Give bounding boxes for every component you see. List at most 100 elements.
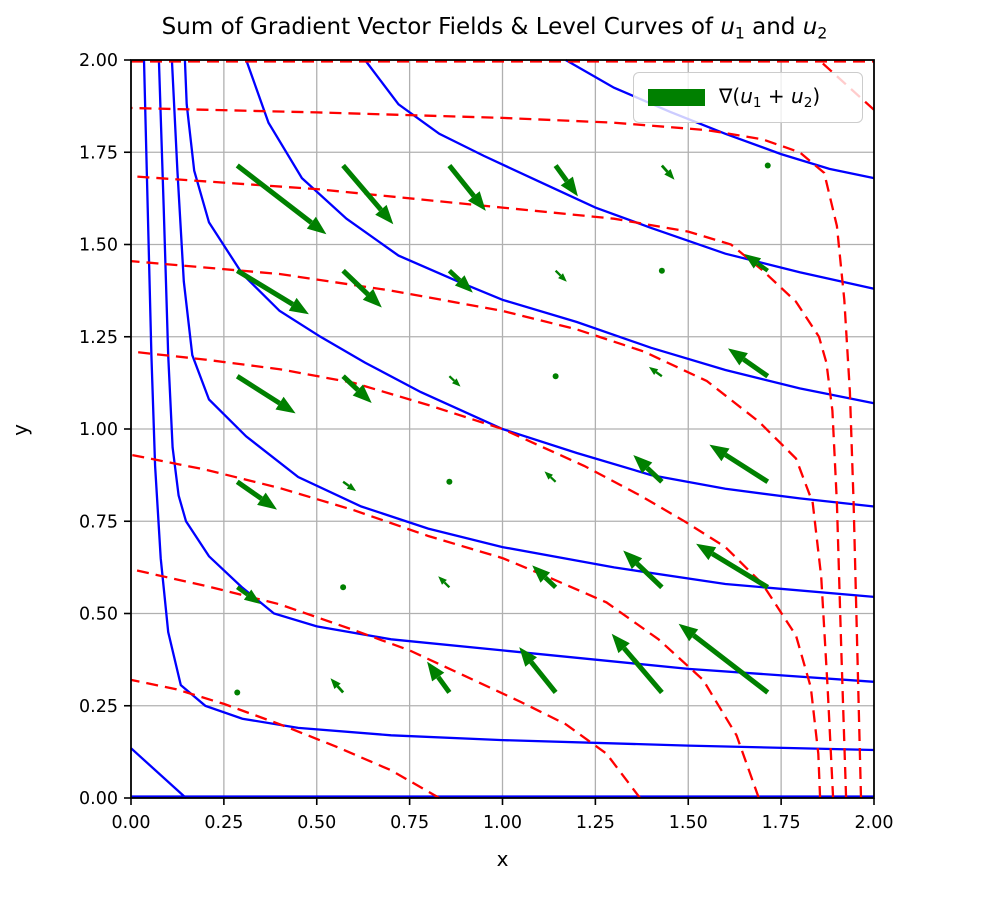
quiver-arrow-head (623, 550, 643, 570)
quiver-arrow-head (330, 678, 341, 689)
text-segment: 1 (734, 23, 745, 43)
quiver-arrow-head (452, 378, 461, 387)
legend-label: ∇(u1 + u2) (719, 84, 820, 111)
quiver-arrow-shaft (342, 480, 350, 487)
quiver-arrow-shaft (235, 268, 294, 307)
x-tick-label: 1.75 (762, 813, 801, 833)
quiver-arrow-shaft (448, 375, 456, 382)
contour-u2 (130, 106, 863, 799)
quiver-arrow-shaft (235, 479, 263, 501)
contour-u2 (130, 678, 440, 799)
quiver-arrow-head (678, 623, 699, 642)
quiver-arrow-head (611, 633, 630, 654)
contour-u2 (130, 568, 641, 799)
quiver-arrow-shaft (447, 268, 462, 283)
contour-u2 (130, 175, 848, 799)
quiver-arrow-head (288, 297, 309, 315)
quiver-arrow-head (257, 492, 277, 510)
quiver-arrow-head (744, 254, 762, 269)
contour-u2 (818, 59, 875, 111)
quiver-arrow-shaft (235, 163, 313, 225)
quiver-arrow-shaft (660, 164, 669, 173)
quiver-arrow-shaft (341, 268, 370, 297)
y-axis-label: y (8, 424, 32, 436)
quiver-arrow-head (468, 191, 486, 211)
quiver-dot (552, 373, 559, 380)
quiver-arrow-head (275, 396, 296, 414)
contour-u1 (364, 59, 875, 290)
quiver-arrow-shaft (645, 466, 664, 484)
contour-u1 (142, 59, 875, 752)
quiver-arrow-head (454, 275, 473, 293)
quiver-arrow-head (243, 589, 261, 604)
quiver-arrow-head (346, 483, 357, 492)
contour-u1 (565, 59, 875, 180)
quiver-arrow-shaft (529, 660, 558, 695)
y-tick-label: 0.25 (79, 697, 118, 717)
text-segment: 1 (752, 94, 762, 111)
quiver-arrow-head (709, 444, 730, 462)
quiver-arrow-shaft (635, 561, 664, 590)
x-tick-label: 1.25 (576, 813, 615, 833)
quiver-dot (340, 584, 347, 591)
quiver-arrow-head (532, 565, 551, 583)
contour-u1 (183, 59, 875, 508)
y-tick-label: 1.00 (79, 420, 118, 440)
quiver-arrow-head (664, 169, 675, 180)
quiver-arrow-head (519, 647, 537, 667)
quiver-arrow-shaft (622, 646, 664, 695)
quiver-arrow-shaft (443, 581, 451, 589)
contour-u1 (245, 59, 875, 405)
y-tick-label: 1.25 (79, 328, 118, 348)
quiver-arrow-shaft (341, 163, 383, 212)
quiver-dot (446, 478, 453, 485)
quiver-arrow-head (560, 176, 578, 197)
quiver-arrow-shaft (236, 585, 249, 597)
quiver-arrow-shaft (336, 685, 345, 694)
quiver-arrow-head (648, 366, 659, 375)
legend-swatch (648, 89, 705, 106)
quiver-arrow-shaft (724, 452, 770, 484)
quiver-arrow-shaft (341, 374, 360, 392)
x-tick-label: 1.50 (669, 813, 708, 833)
y-tick-label: 1.75 (79, 143, 118, 163)
text-segment: ) (812, 84, 821, 109)
quiver-arrow-shaft (554, 269, 562, 277)
quiver-arrow-shaft (436, 675, 452, 694)
text-segment: 2 (803, 94, 813, 111)
quiver-arrow-head (427, 661, 445, 682)
contour-u1 (130, 747, 187, 799)
quiver-arrow-shaft (756, 261, 769, 273)
quiver-arrow-shaft (692, 633, 770, 695)
text-segment: + (761, 84, 792, 109)
quiver-arrow-shaft (447, 163, 476, 198)
quiver-arrow-head (544, 471, 553, 480)
y-tick-label: 1.50 (79, 236, 118, 256)
quiver-arrow-head (633, 455, 653, 474)
quiver-dot (764, 162, 771, 169)
quiver-arrow-head (362, 288, 382, 308)
quiver-arrow-head (728, 348, 748, 366)
chart-title: Sum of Gradient Vector Fields & Level Cu… (0, 14, 989, 42)
quiver-arrow-head (352, 384, 372, 403)
text-segment: 2 (817, 23, 828, 43)
quiver-arrow-head (438, 576, 447, 585)
contour-u2 (130, 259, 835, 799)
y-tick-label: 2.00 (79, 51, 118, 71)
quiver-dot (658, 267, 665, 274)
y-tick-label: 0.00 (79, 789, 118, 809)
quiver-arrow-head (306, 216, 327, 235)
x-tick-label: 0.50 (297, 813, 336, 833)
contour-u1 (170, 59, 875, 599)
x-tick-label: 2.00 (855, 813, 894, 833)
text-segment: u (802, 14, 818, 40)
quiver-arrow-head (558, 273, 567, 282)
quiver-arrow-shaft (655, 371, 663, 378)
contour-u2 (130, 350, 822, 799)
quiver-arrow-shaft (235, 374, 281, 406)
x-tick-label: 0.25 (204, 813, 243, 833)
quiver-arrow-shaft (543, 575, 558, 590)
x-tick-label: 0.00 (112, 813, 151, 833)
